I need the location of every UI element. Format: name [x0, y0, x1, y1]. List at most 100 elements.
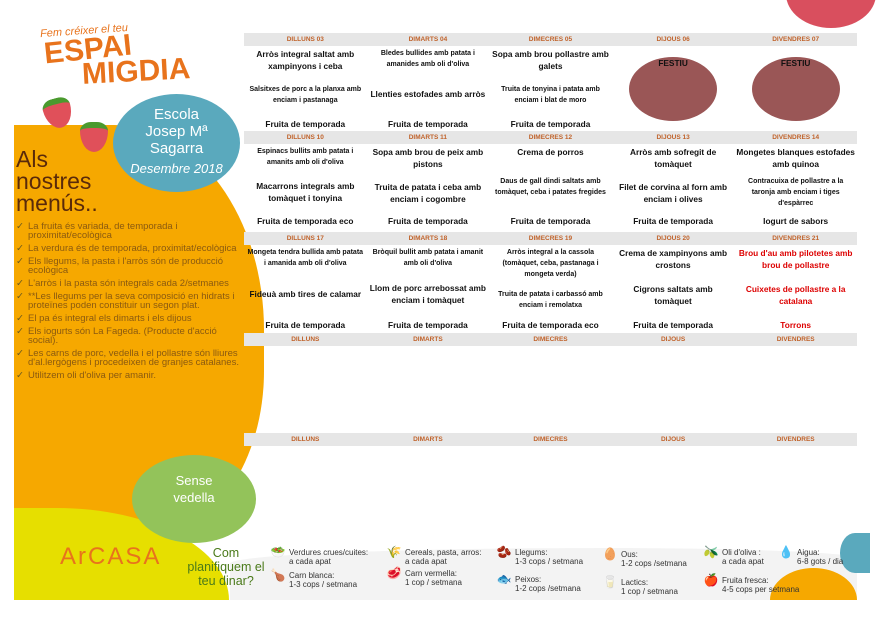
day-cell: Crema de xampinyons amb crostons Cigrons …	[612, 247, 735, 331]
legend-item: 🥚 Ous: 1-2 cops /setmana	[602, 547, 687, 568]
note-item: ✓ Utilitzem oli d'oliva per amanir.	[16, 370, 246, 381]
day-header: DIMECRES 05	[528, 36, 573, 43]
note-text: Utilitzem oli d'oliva per amanir.	[28, 370, 156, 381]
day-header: DILLUNS 17	[286, 235, 324, 242]
red-meat-icon: 🥩	[386, 566, 402, 580]
day-header: DIVENDRES 07	[772, 36, 820, 43]
legumes-icon: 🫘	[496, 545, 512, 559]
day-header: DIJOUS 20	[656, 235, 690, 242]
notes-title: Als nostres menús..	[16, 146, 98, 215]
day-cell: Sopa amb brou pollastre amb galets Truita…	[489, 48, 612, 130]
legend-freq: 1-3 cops / setmana	[289, 580, 358, 589]
legend-freq: a cada apat	[289, 557, 331, 566]
school-line2: Josep Mª	[145, 123, 208, 140]
day-cell: Bledes bullides amb patata i amanides am…	[367, 48, 490, 130]
dish: Filet de corvina al forn amb enciam i ol…	[619, 181, 728, 204]
check-icon: ✓	[16, 243, 24, 254]
note-item: ✓ Les carns de porc, vedella i el pollast…	[16, 348, 246, 368]
day-header: DIMARTS 04	[408, 36, 448, 43]
day-cell: Arròs integral saltat amb xampinyons i c…	[244, 48, 367, 130]
check-icon: ✓	[16, 326, 24, 337]
dish: Fruita de temporada	[388, 320, 468, 330]
legend-text: Oli d'oliva :a cada apat	[722, 548, 764, 566]
dish: Fruita de temporada	[388, 119, 468, 129]
dish: Fruita de temporada	[388, 216, 468, 226]
dish: Arròs amb sofregit de tomàquet	[629, 147, 717, 169]
day-cell: Crema de porros Daus de gall dindi saltat…	[489, 146, 612, 227]
legend-freq: 1-2 cops /setmana	[621, 559, 687, 568]
note-text: **Les llegums per la seva composició en …	[28, 291, 235, 311]
dish: Fruita de temporada	[633, 320, 713, 330]
school-line1: Escola	[153, 106, 200, 123]
legend-text: Carn vermella: 1 cop / setmana	[405, 569, 462, 587]
dish: Brou d'au amb pilotetes amb brou de poll…	[738, 248, 853, 270]
note-item: ✓ Els llegums, la pasta i l'arròs són de …	[16, 257, 246, 276]
dish: Bròquil bullit amb patata i amanit amb o…	[372, 249, 484, 267]
week-header: DILLUNS DIMARTS DIMECRES DIJOUS DIVENDRES	[244, 433, 857, 446]
menu-month: Desembre 2018	[130, 161, 223, 176]
legend-label: Peixos:	[515, 575, 542, 584]
dish: Fruita de temporada	[510, 216, 591, 226]
day-header: DIVENDRES	[776, 436, 815, 443]
legend-text: Verdures crues/cuites: a cada apat	[289, 548, 368, 566]
cereals-icon: 🌾	[386, 545, 402, 559]
title-line: nostres	[16, 168, 92, 194]
dish: Fruita de temporada	[265, 119, 346, 129]
day-cell: Sopa amb brou de peix amb pistons Truita …	[367, 146, 490, 227]
plan-line: planifiquem el	[187, 560, 265, 574]
legend-item: 💧 Aigua: 6-8 gots / dia	[778, 545, 844, 566]
legend-text: Ous: 1-2 cops /setmana	[621, 550, 687, 568]
red-decor-circle	[786, 0, 876, 28]
legend-label: Carn blanca:	[289, 571, 335, 580]
day-cell: Arròs integral a la cassola (tomàquet, c…	[489, 247, 612, 331]
dish: Torrons	[780, 320, 812, 330]
notes-list: ✓ La fruita és variada, de temporada i pr…	[16, 222, 246, 384]
note-text: La verdura és de temporada, proximitat/e…	[28, 243, 237, 254]
title-line: Als	[16, 146, 48, 172]
week-header: DILLUNS 10 DIMARTS 11 DIMECRES 12 DIJOUS 13…	[244, 131, 857, 144]
dish: Mongeta tendra bullida amb patata i aman…	[247, 249, 364, 267]
water-icon: 💧	[778, 545, 794, 559]
no-beef-badge: Sense vedella	[132, 455, 256, 543]
badge-line: vedella	[173, 490, 215, 505]
day-header: DILLUNS	[291, 336, 320, 343]
note-text: La fruita és variada, de temporada i pro…	[28, 221, 178, 241]
legend-label: Lactics:	[621, 578, 649, 587]
check-icon: ✓	[16, 313, 24, 324]
dish: Fideuà amb tires de calamar	[249, 289, 362, 299]
day-header: DILLUNS 10	[286, 134, 324, 141]
legend-item: 🥩 Carn vermella: 1 cop / setmana	[386, 566, 462, 587]
legend-label: Llegums:	[515, 548, 548, 557]
dish: Arròs integral saltat amb xampinyons i c…	[256, 49, 355, 71]
check-icon: ✓	[16, 348, 24, 359]
day-cell: Bròquil bullit amb patata i amanit amb o…	[367, 247, 490, 331]
arcasa-logo: ArCASA	[60, 543, 162, 570]
dish: Sopa amb brou pollastre amb galets	[492, 49, 609, 71]
day-header: DIMARTS	[413, 436, 443, 443]
day-header: DIJOUS	[660, 436, 686, 443]
legend-item: 🌾 Cereals, pasta, arros: a cada apat	[386, 545, 482, 566]
dish: Fruita de temporada	[510, 119, 591, 129]
note-item: ✓ La fruita és variada, de temporada i pr…	[16, 221, 246, 241]
week-row: Mongeta tendra bullida amb patata i aman…	[244, 247, 857, 331]
note-text: El pa és integral els dimarts i els dijo…	[28, 313, 192, 324]
day-header: DIMECRES 12	[528, 134, 573, 141]
day-header: DIJOUS 13	[656, 134, 690, 141]
fish-icon: 🐟	[496, 572, 512, 586]
legend-freq: 1-3 cops / setmana	[515, 557, 584, 566]
note-item: ✓ **Les llegums per la seva composició en…	[16, 291, 246, 311]
dish: Truita de patata i carbassó amb enciam i…	[498, 290, 603, 309]
egg-icon: 🥚	[602, 547, 618, 561]
legend-item: 🫒 Oli d'oliva :a cada apat	[703, 546, 764, 566]
legend-text: Cereals, pasta, arros: a cada apat	[405, 548, 481, 566]
dairy-icon: 🥛	[602, 575, 618, 589]
vegetables-icon: 🥗	[270, 545, 286, 559]
note-item: ✓ Els iogurts són La Fageda. (Producte d'…	[16, 326, 246, 346]
legend-item: 🍗 Carn blanca: 1-3 cops / setmana	[270, 569, 358, 589]
dish: Contracuixa de pollastre a la taronja am…	[748, 178, 844, 207]
week-row: Espinacs bullits amb patata i amanits am…	[244, 146, 857, 227]
check-icon: ✓	[16, 370, 24, 381]
legend-freq: 1 cop / setmana	[621, 587, 678, 596]
note-item: ✓ L'arròs i la pasta són integrals cada 2…	[16, 279, 246, 289]
day-header: DIMARTS 18	[408, 235, 448, 242]
